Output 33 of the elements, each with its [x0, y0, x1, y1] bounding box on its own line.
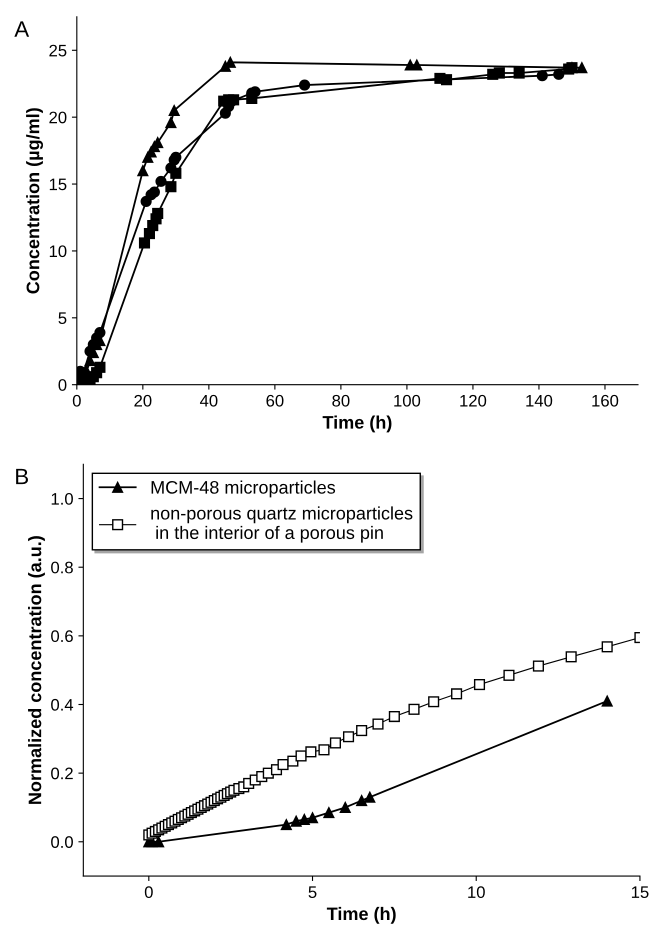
y-tick-label: 5: [58, 312, 66, 324]
x-tick-label: 20: [134, 394, 152, 407]
x-axis-title: Time (h): [322, 416, 392, 432]
y-tick-label: 0.2: [51, 768, 73, 780]
x-tick-label: 0: [72, 394, 81, 407]
x-axis-title: Time (h): [326, 906, 396, 924]
legend-label: non-porous quartz microparticles in the interior of a porous pin: [151, 506, 412, 543]
chart-title: A: [14, 21, 30, 37]
x-tick-label: 5: [308, 886, 316, 898]
y-tick-label: 1.0: [52, 492, 73, 505]
y-tick-label: 0.6: [51, 630, 73, 642]
y-tick-label: 20: [49, 112, 66, 124]
y-tick-label: 25: [49, 44, 66, 56]
x-tick-label: 40: [200, 394, 218, 407]
y-tick-label: 0.0: [51, 836, 73, 848]
x-tick-label: 120: [460, 394, 486, 407]
x-tick-label: 140: [526, 394, 552, 407]
x-tick-label: 10: [468, 886, 485, 898]
x-tick-label: 60: [266, 394, 284, 407]
chart-title: B: [16, 468, 28, 484]
y-tick-label: 0.4: [51, 698, 74, 711]
x-tick-label: 100: [394, 394, 420, 407]
y-tick-label: 0: [58, 379, 66, 391]
y-tick-label: 0.8: [51, 562, 73, 574]
y-axis-title: Concentration (µg/ml): [26, 108, 44, 294]
legend-label: MCM-48 microparticles: [152, 480, 336, 498]
x-tick-label: 80: [332, 394, 350, 407]
x-tick-label: 160: [592, 394, 618, 407]
y-tick-label: 15: [50, 178, 66, 190]
x-tick-label: 15: [632, 886, 649, 898]
y-axis-title: Normalized concentration (a.u.): [28, 536, 45, 804]
y-tick-label: 10: [50, 245, 66, 258]
x-tick-label: 0: [144, 886, 153, 898]
